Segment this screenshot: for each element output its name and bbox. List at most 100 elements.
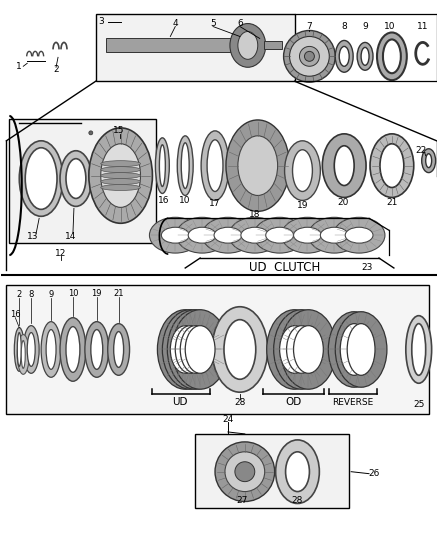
Ellipse shape [85,321,109,377]
Text: 19: 19 [92,289,102,298]
Ellipse shape [170,326,200,373]
Ellipse shape [89,131,93,135]
Text: 12: 12 [55,248,67,257]
Ellipse shape [101,173,141,179]
Text: 21: 21 [113,289,124,298]
Ellipse shape [426,154,431,168]
Ellipse shape [422,149,436,173]
Text: 21: 21 [386,198,398,207]
Ellipse shape [181,143,189,189]
Ellipse shape [212,307,268,392]
Ellipse shape [274,310,329,389]
Ellipse shape [17,335,29,374]
Ellipse shape [19,141,63,216]
Ellipse shape [235,462,255,482]
Text: 8: 8 [341,22,347,31]
Ellipse shape [188,227,216,243]
Ellipse shape [91,329,103,369]
Ellipse shape [238,31,258,59]
Ellipse shape [370,134,414,197]
Ellipse shape [27,333,35,366]
Ellipse shape [17,333,21,366]
Text: 15: 15 [113,126,124,135]
Ellipse shape [202,217,254,253]
Text: 20: 20 [338,198,349,207]
Text: 28: 28 [292,496,303,505]
Ellipse shape [101,184,141,190]
Ellipse shape [266,227,293,243]
Ellipse shape [207,140,223,191]
Text: 16: 16 [158,196,169,205]
Ellipse shape [101,160,141,167]
Text: 6: 6 [237,19,243,28]
Text: 16: 16 [10,310,21,319]
Ellipse shape [340,324,368,375]
Ellipse shape [320,227,348,243]
Text: 25: 25 [413,400,424,409]
Ellipse shape [229,217,281,253]
Text: 23: 23 [361,263,373,272]
Ellipse shape [412,324,426,375]
Ellipse shape [176,217,228,253]
Ellipse shape [46,329,56,369]
Ellipse shape [185,326,215,373]
Bar [195,434,349,508]
Ellipse shape [281,310,336,389]
Ellipse shape [177,136,193,196]
Text: 9: 9 [362,22,368,31]
Ellipse shape [89,128,152,223]
Text: 11: 11 [417,22,428,31]
Text: UD: UD [173,397,188,407]
Ellipse shape [66,327,80,373]
Ellipse shape [101,144,141,207]
Ellipse shape [293,150,312,191]
Text: 24: 24 [223,415,233,424]
Text: 22: 22 [415,146,426,155]
Ellipse shape [293,227,321,243]
Ellipse shape [101,167,141,173]
Bar [106,38,235,52]
Ellipse shape [333,217,385,253]
Ellipse shape [377,33,407,80]
Ellipse shape [308,217,360,253]
Ellipse shape [180,326,210,373]
Ellipse shape [14,328,24,372]
Text: 2: 2 [17,290,22,300]
Ellipse shape [25,148,57,209]
Text: 1: 1 [16,62,22,71]
Ellipse shape [114,332,124,367]
Ellipse shape [157,310,213,389]
Ellipse shape [282,217,333,253]
Ellipse shape [162,310,218,389]
Text: UD  CLUTCH: UD CLUTCH [249,262,320,274]
Ellipse shape [276,440,319,504]
Ellipse shape [41,321,61,377]
Ellipse shape [286,452,309,491]
Ellipse shape [215,442,275,502]
Ellipse shape [155,138,170,193]
Ellipse shape [161,227,189,243]
Bar [7,285,429,414]
Ellipse shape [336,151,352,181]
Ellipse shape [279,326,309,373]
Ellipse shape [335,41,353,72]
Ellipse shape [334,146,354,185]
Ellipse shape [230,23,266,67]
Ellipse shape [159,145,165,187]
Ellipse shape [201,131,229,200]
Text: 27: 27 [236,496,247,505]
Ellipse shape [108,324,130,375]
Ellipse shape [172,310,228,389]
Ellipse shape [290,36,329,76]
Ellipse shape [254,217,305,253]
Text: 14: 14 [65,232,77,241]
Ellipse shape [283,30,335,82]
Text: REVERSE: REVERSE [332,398,374,407]
Text: 10: 10 [384,22,396,31]
Ellipse shape [322,134,366,197]
Ellipse shape [267,310,322,389]
Ellipse shape [167,310,223,389]
Ellipse shape [60,318,86,381]
Ellipse shape [328,312,380,387]
Text: 26: 26 [368,469,380,478]
